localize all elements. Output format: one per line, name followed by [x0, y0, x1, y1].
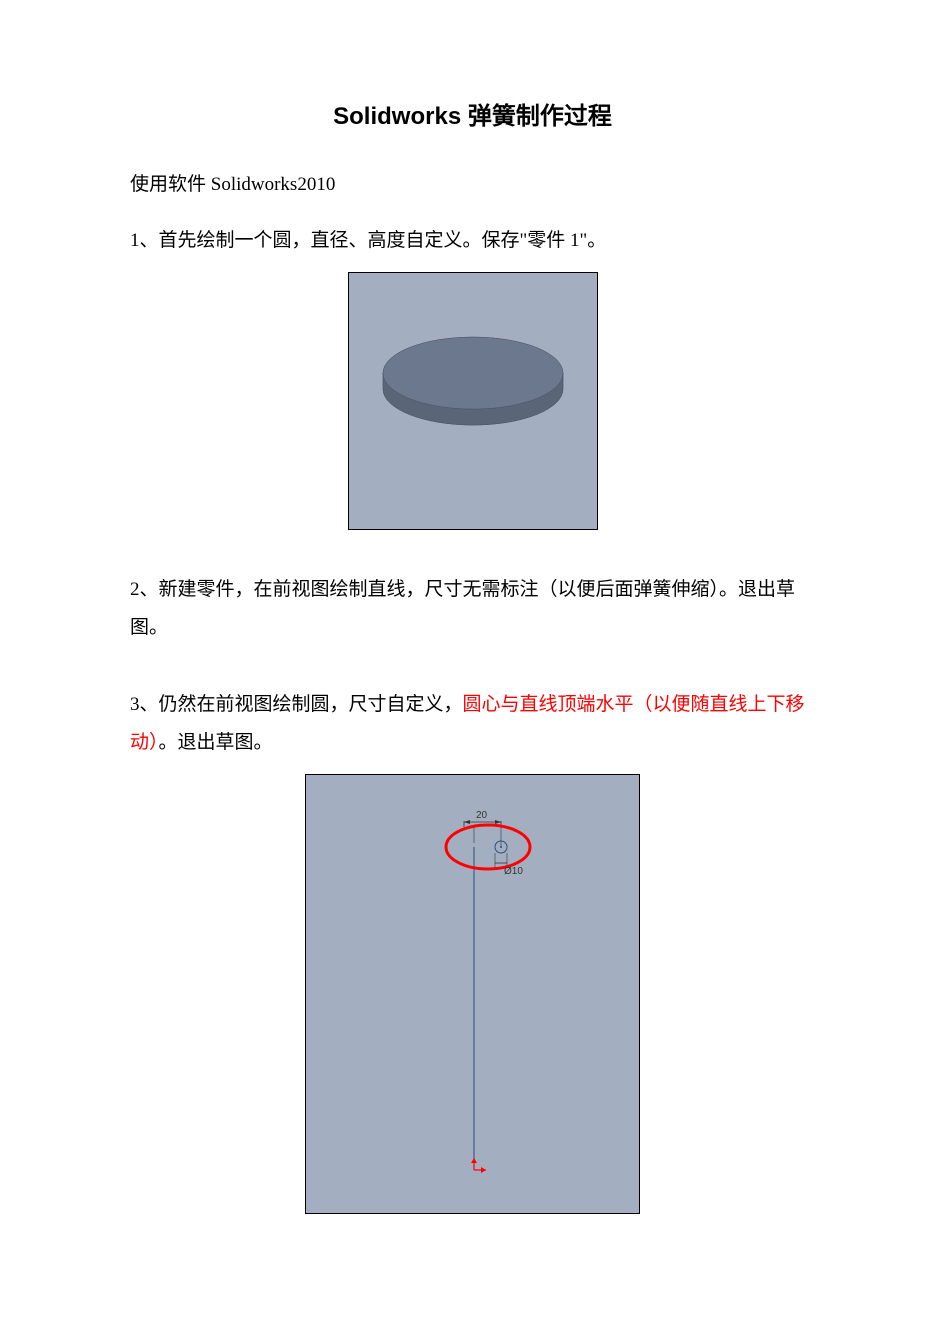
step-3: 3、仍然在前视图绘制圆，尺寸自定义，圆心与直线顶端水平（以便随直线上下移动）。退… — [130, 686, 815, 762]
origin-arrow-h — [481, 1167, 486, 1173]
dim-arrow-20-r — [495, 820, 501, 824]
dim-label-20: 20 — [476, 807, 487, 825]
step-3-part-a: 3、仍然在前视图绘制圆，尺寸自定义， — [130, 694, 463, 715]
figure-2: 20 Ø10 — [305, 774, 640, 1214]
step-1: 1、首先绘制一个圆，直径、高度自定义。保存"零件 1"。 — [130, 222, 815, 260]
dim-label-10: Ø10 — [504, 863, 523, 881]
disc-illustration — [373, 329, 573, 460]
figure-2-container: 20 Ø10 — [130, 774, 815, 1226]
figure-1-container — [130, 272, 815, 541]
figure-1 — [348, 272, 598, 530]
sketch-circle-center — [500, 846, 502, 848]
software-info: 使用软件 Solidworks2010 — [130, 168, 815, 202]
dim-arrow-20-l — [464, 820, 470, 824]
step-3-part-c: 。退出草图。 — [159, 732, 273, 753]
origin-arrow-v — [471, 1158, 477, 1163]
page-title: Solidworks 弹簧制作过程 — [130, 95, 815, 138]
step-2: 2、新建零件，在前视图绘制直线，尺寸无需标注（以便后面弹簧伸缩）。退出草图。 — [130, 571, 815, 647]
disc-top-face — [383, 337, 563, 409]
